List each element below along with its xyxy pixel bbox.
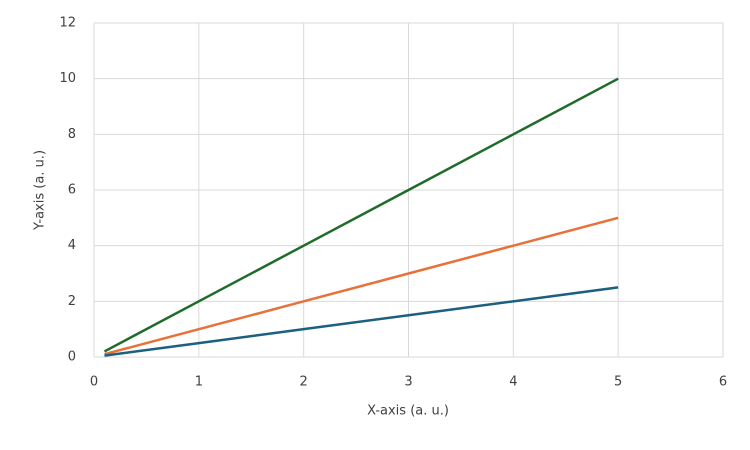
y-tick-label: 12 <box>59 16 76 31</box>
x-tick-label: 1 <box>195 375 203 390</box>
y-tick-label: 2 <box>68 294 76 309</box>
y-tick-label: 8 <box>68 127 76 142</box>
y-tick-label: 0 <box>68 350 76 365</box>
x-tick-label: 0 <box>90 375 98 390</box>
line-series <box>104 216 619 356</box>
line-series <box>104 286 619 357</box>
y-tick-label: 6 <box>68 183 76 198</box>
line-series <box>103 77 619 353</box>
x-tick-label: 4 <box>509 375 517 390</box>
x-tick-label: 6 <box>719 375 727 390</box>
x-tick-label: 3 <box>404 375 412 390</box>
y-tick-label: 10 <box>59 71 76 86</box>
x-tick-label: 5 <box>614 375 622 390</box>
y-tick-label: 4 <box>68 238 76 253</box>
y-axis-label: Y-axis (a. u.) <box>33 150 48 231</box>
x-tick-label: 2 <box>300 375 308 390</box>
x-axis-label: X-axis (a. u.) <box>367 404 449 419</box>
